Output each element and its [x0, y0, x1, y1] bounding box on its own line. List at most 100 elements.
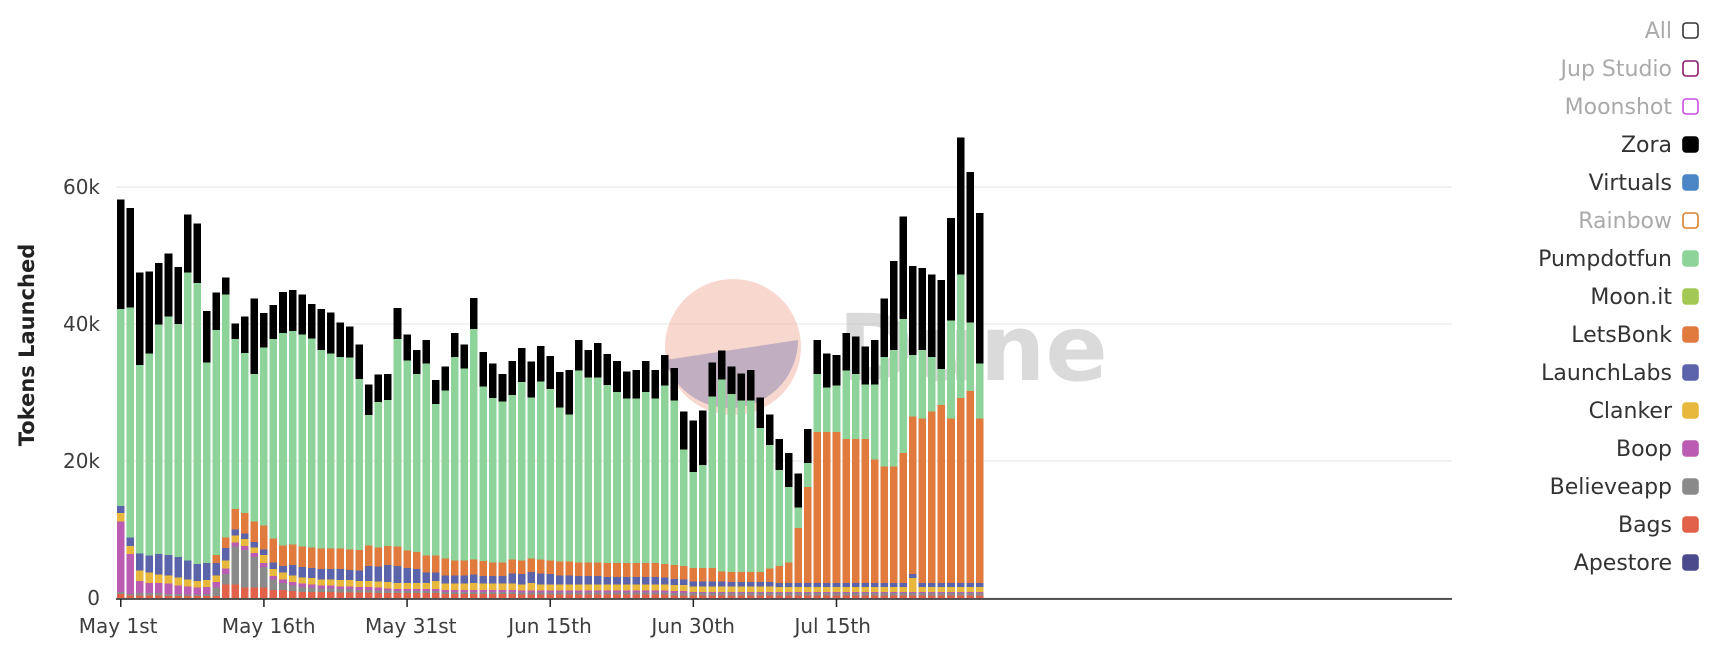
bar-clanker: [527, 582, 535, 591]
bar-zora: [832, 354, 841, 386]
bar-boop: [250, 552, 259, 557]
bar-zora: [212, 292, 220, 331]
bar-launchlabs: [260, 549, 268, 555]
bar-pumpdotfun: [622, 398, 631, 564]
bar-clanker: [164, 575, 173, 584]
bar-boop: [727, 591, 736, 594]
bar-letsbonk: [565, 561, 574, 576]
bar-letsbonk: [651, 563, 659, 577]
bar-letsbonk: [403, 550, 411, 568]
bar-boop: [622, 590, 631, 593]
bar-clanker: [317, 579, 325, 586]
bar-pumpdotfun: [202, 362, 211, 564]
legend-item-zora[interactable]: Zora: [1621, 133, 1699, 158]
bar-letsbonk: [431, 555, 440, 573]
legend-item-all[interactable]: All: [1645, 19, 1699, 44]
bar-zora: [680, 411, 688, 450]
bar-pumpdotfun: [651, 398, 659, 564]
bar-bags: [517, 594, 526, 598]
legend-item-launchlabs[interactable]: LaunchLabs: [1541, 361, 1699, 386]
bar-letsbonk: [975, 418, 984, 583]
bar-believeapp: [422, 591, 430, 594]
bar-pumpdotfun: [870, 384, 879, 460]
bar-bags: [928, 595, 936, 598]
bar-believeapp: [956, 593, 965, 596]
bar-letsbonk: [966, 391, 974, 583]
bar-believeapp: [374, 590, 383, 594]
bar-boop: [546, 590, 554, 593]
bar-letsbonk: [498, 562, 507, 577]
bar-boop: [785, 591, 793, 594]
bar-zora: [737, 373, 745, 401]
bar-bags: [536, 594, 545, 598]
bar-boop: [899, 591, 908, 594]
legend-item-virtuals[interactable]: Virtuals: [1589, 171, 1699, 196]
bar-boop: [508, 589, 516, 592]
bar-pumpdotfun: [431, 404, 440, 556]
bar-launchlabs: [489, 576, 497, 584]
legend-item-believeapp[interactable]: Believeapp: [1550, 475, 1699, 500]
bar-launchlabs: [746, 582, 755, 587]
bar-zora: [288, 289, 297, 331]
bar-believeapp: [937, 593, 946, 596]
bar-pumpdotfun: [880, 356, 888, 467]
bar-boop: [956, 591, 965, 594]
bar-believeapp: [212, 587, 220, 596]
bar-zora: [508, 360, 516, 396]
bar-zora: [221, 277, 230, 295]
bar-pumpdotfun: [374, 402, 383, 548]
legend-item-rainbow[interactable]: Rainbow: [1578, 209, 1699, 234]
legend-item-moonshot[interactable]: Moonshot: [1565, 95, 1699, 120]
legend-item-clanker[interactable]: Clanker: [1589, 399, 1699, 424]
legend-item-bags[interactable]: Bags: [1618, 513, 1699, 538]
bar-letsbonk: [508, 559, 516, 574]
bar-clanker: [451, 583, 459, 590]
bar-pumpdotfun: [498, 401, 507, 563]
legend-swatch: [1682, 250, 1699, 267]
bar-launchlabs: [928, 582, 936, 588]
bar-clanker: [174, 577, 182, 586]
bar-bags: [832, 595, 841, 598]
legend-item-apestore[interactable]: Apestore: [1574, 551, 1699, 576]
bar-boop: [298, 583, 306, 588]
bar-pumpdotfun: [279, 332, 287, 546]
bar-launchlabs: [718, 581, 726, 587]
bar-boop: [699, 591, 707, 594]
bar-pumpdotfun: [470, 328, 478, 560]
bar-bags: [584, 594, 593, 598]
bar-launchlabs: [870, 582, 879, 588]
bar-believeapp: [470, 591, 478, 594]
bar-bags: [431, 593, 440, 598]
bar-zora: [403, 334, 411, 361]
bar-launchlabs: [737, 582, 745, 587]
legend-item-moon-it[interactable]: Moon.it: [1590, 285, 1699, 310]
bar-pumpdotfun: [909, 354, 917, 417]
legend-item-pumpdotfun[interactable]: Pumpdotfun: [1538, 247, 1699, 272]
bar-believeapp: [775, 593, 783, 596]
bar-letsbonk: [918, 418, 927, 583]
bar-letsbonk: [412, 552, 421, 570]
legend-item-boop[interactable]: Boop: [1616, 437, 1699, 462]
legend-label: Zora: [1621, 133, 1672, 158]
bar-clanker: [680, 584, 688, 592]
bar-zora: [374, 374, 383, 403]
bar-letsbonk: [365, 545, 373, 566]
bar-believeapp: [393, 591, 402, 594]
bar-letsbonk: [346, 549, 354, 570]
bar-believeapp: [870, 593, 879, 596]
bar-letsbonk: [660, 563, 669, 578]
legend-item-jup-studio[interactable]: Jup Studio: [1559, 57, 1699, 82]
bar-pumpdotfun: [393, 339, 402, 547]
bar-clanker: [117, 513, 125, 522]
bar-letsbonk: [298, 546, 306, 568]
bar-boop: [794, 591, 803, 594]
bar-boop: [136, 580, 144, 594]
bar-letsbonk: [517, 560, 526, 575]
bar-believeapp: [260, 567, 268, 588]
legend-swatch: [1682, 22, 1699, 39]
legend-item-letsbonk[interactable]: LetsBonk: [1571, 323, 1699, 348]
bar-bags: [422, 593, 430, 598]
bar-launchlabs: [527, 571, 535, 583]
bar-bags: [489, 593, 497, 598]
bar-believeapp: [279, 582, 287, 590]
